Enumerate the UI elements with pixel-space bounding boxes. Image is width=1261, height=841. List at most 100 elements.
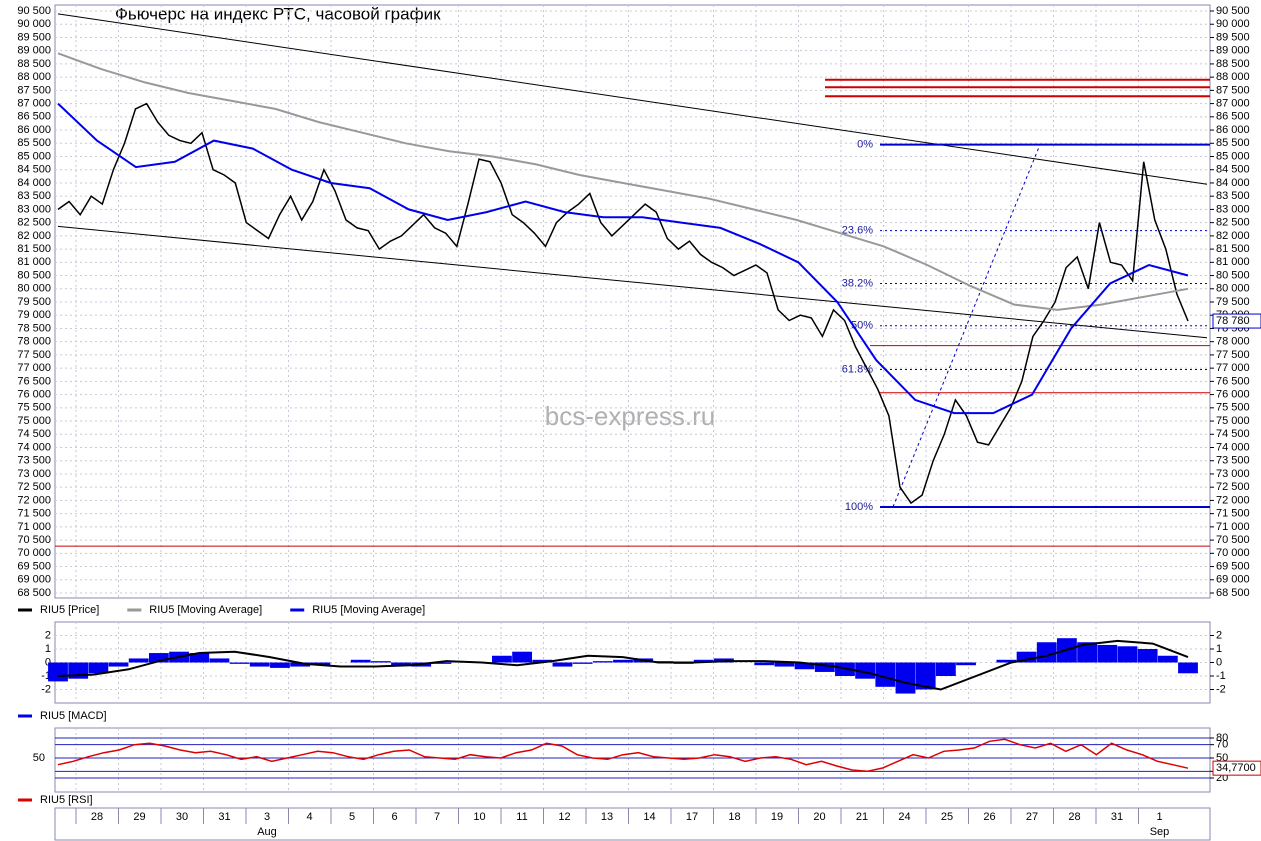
- fib-label: 61.8%: [842, 363, 873, 375]
- y-tick-label-left: 80 500: [17, 269, 51, 281]
- y-tick-label-left: 71 000: [17, 521, 51, 533]
- x-tick-label: 1: [1156, 811, 1162, 823]
- y-tick-label-left: 90 000: [17, 18, 51, 30]
- fib-label: 38.2%: [842, 277, 873, 289]
- y-tick-label-left: 79 500: [17, 296, 51, 308]
- y-tick-label-right: 69 000: [1216, 574, 1250, 586]
- x-tick-label: 25: [941, 811, 953, 823]
- y-tick-label-right: 76 500: [1216, 375, 1250, 387]
- month-label: Sep: [1150, 826, 1170, 838]
- y-tick-label-left: -2: [41, 683, 51, 695]
- price-line: [57, 52, 1189, 311]
- macd-bar: [370, 661, 391, 663]
- y-tick-label-left: 0: [45, 656, 51, 668]
- macd-bar: [148, 653, 169, 663]
- y-tick-label-right: 72 000: [1216, 494, 1250, 506]
- macd-bar: [431, 662, 452, 664]
- y-tick-label-right: 70 500: [1216, 534, 1250, 546]
- y-tick-label-left: 76 000: [17, 388, 51, 400]
- y-tick-label-left: 84 000: [17, 177, 51, 189]
- macd-bar: [290, 662, 311, 667]
- y-tick-label-right: 78 000: [1216, 336, 1250, 348]
- y-tick-label-left: 80 000: [17, 283, 51, 295]
- macd-bar: [310, 662, 331, 666]
- x-tick-label: 4: [306, 811, 312, 823]
- legend-label: RIU5 [Moving Average]: [149, 604, 262, 616]
- y-tick-label-left: 75 000: [17, 415, 51, 427]
- fib-label: 50%: [851, 320, 873, 332]
- last-value-label: 78 780: [1216, 315, 1250, 327]
- y-tick-label-right: 89 000: [1216, 45, 1250, 57]
- y-tick-label-left: 70 500: [17, 534, 51, 546]
- y-tick-label-left: 86 500: [17, 111, 51, 123]
- y-tick-label-right: 69 500: [1216, 560, 1250, 572]
- y-tick-label-right: 74 000: [1216, 441, 1250, 453]
- x-tick-label: 11: [516, 811, 527, 823]
- y-tick-label-left: 85 000: [17, 150, 51, 162]
- y-tick-label-right: 73 000: [1216, 468, 1250, 480]
- y-tick-label-left: 73 500: [17, 455, 51, 467]
- last-value-label: 34,7700: [1216, 762, 1256, 774]
- price-line: [57, 102, 1189, 415]
- x-tick-label: 6: [391, 811, 397, 823]
- y-tick-label-right: 85 500: [1216, 137, 1250, 149]
- y-tick-label-left: 87 000: [17, 98, 51, 110]
- y-tick-label-left: 81 000: [17, 256, 51, 268]
- y-tick-label-right: 87 000: [1216, 98, 1250, 110]
- x-tick-label: 26: [983, 811, 995, 823]
- y-tick-label-left: 69 000: [17, 574, 51, 586]
- y-tick-label-left: 85 500: [17, 137, 51, 149]
- legend-label: RIU5 [RSI]: [40, 794, 93, 806]
- x-tick-label: 21: [856, 811, 868, 823]
- macd-bar: [128, 658, 149, 663]
- y-tick-label-right: 87 500: [1216, 84, 1250, 96]
- macd-bar: [1137, 649, 1158, 663]
- macd-bar: [956, 662, 976, 666]
- y-tick-label-left: 87 500: [17, 84, 51, 96]
- y-tick-label-right: 70 000: [1216, 547, 1250, 559]
- macd-bar: [774, 662, 795, 667]
- macd-bar: [613, 659, 633, 663]
- y-tick-label-right: 77 000: [1216, 362, 1250, 374]
- y-tick-label-right: 89 500: [1216, 31, 1250, 43]
- y-tick-label-left: 86 000: [17, 124, 51, 136]
- macd-bar: [209, 658, 230, 663]
- y-tick-label-left: 81 500: [17, 243, 51, 255]
- macd-bar: [1097, 644, 1118, 663]
- y-tick-label-left: 88 500: [17, 58, 51, 70]
- x-tick-label: 14: [643, 811, 655, 823]
- y-tick-label-right: 77 500: [1216, 349, 1250, 361]
- trendline: [57, 13, 1208, 185]
- x-tick-label: 13: [601, 811, 613, 823]
- y-tick-label-left: 74 500: [17, 428, 51, 440]
- macd-bar: [572, 662, 593, 664]
- macd-bar: [855, 662, 876, 679]
- macd-bar: [1077, 642, 1098, 663]
- x-tick-label: 12: [558, 811, 570, 823]
- y-tick-label-left: 78 500: [17, 322, 51, 334]
- x-tick-label: 29: [133, 811, 145, 823]
- y-tick-label-left: 82 000: [17, 230, 51, 242]
- y-tick-label-right: 71 000: [1216, 521, 1250, 533]
- x-tick-label: 18: [728, 811, 740, 823]
- y-tick-label-right: 80 500: [1216, 269, 1250, 281]
- rsi-frame: [54, 727, 1211, 793]
- y-tick-label-left: 68 500: [17, 587, 51, 599]
- x-tick-label: 10: [473, 811, 485, 823]
- price-frame: [54, 4, 1211, 599]
- y-tick-label-left: 75 500: [17, 402, 51, 414]
- chart-title: Фьючерс на индекс РТС, часовой график: [115, 4, 441, 23]
- y-tick-label-right: 90 000: [1216, 18, 1250, 30]
- x-tick-label: 24: [898, 811, 910, 823]
- macd-bar: [189, 653, 210, 663]
- y-tick-label-left: 83 500: [17, 190, 51, 202]
- x-tick-label: 27: [1026, 811, 1038, 823]
- y-tick-label-right: 79 500: [1216, 296, 1250, 308]
- y-tick-label-left: 74 000: [17, 441, 51, 453]
- macd-bar: [532, 659, 553, 663]
- y-tick-label-left: -1: [41, 670, 51, 682]
- y-tick-label-left: 1: [45, 643, 51, 655]
- y-tick-label-right: 81 000: [1216, 256, 1250, 268]
- y-tick-label-right: 80: [1216, 732, 1228, 744]
